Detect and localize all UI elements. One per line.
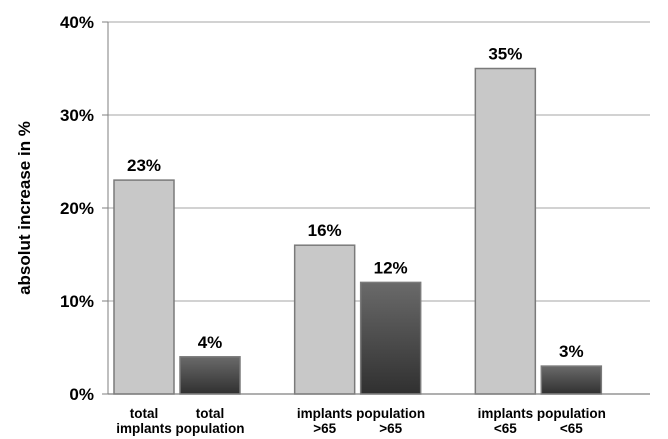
- bar-implants-<65: [475, 69, 535, 395]
- category-labels: totalimplantstotalpopulationimplants>65p…: [116, 406, 606, 436]
- category-label: population: [176, 421, 245, 436]
- category-label: >65: [313, 421, 336, 436]
- category-label: total: [196, 406, 225, 421]
- category-label: population: [356, 406, 425, 421]
- bar-total-population: [180, 357, 240, 394]
- y-axis-label: absolut increase in %: [15, 121, 34, 295]
- category-label: implants: [478, 406, 534, 421]
- bar-population-<65: [541, 366, 601, 394]
- bar-value-label: 23%: [127, 156, 161, 175]
- bar-value-label: 12%: [374, 258, 408, 277]
- category-label: population: [537, 406, 606, 421]
- category-label: >65: [379, 421, 402, 436]
- y-tick-label: 30%: [60, 106, 94, 125]
- bar-value-label: 3%: [559, 342, 584, 361]
- bar-implants->65: [295, 245, 355, 394]
- bar-population->65: [361, 282, 421, 394]
- category-label: <65: [494, 421, 517, 436]
- category-label: total: [130, 406, 159, 421]
- y-tick-label: 40%: [60, 13, 94, 32]
- y-tick-label: 0%: [69, 385, 94, 404]
- bar-value-label: 4%: [198, 333, 223, 352]
- bar-value-label: 16%: [308, 221, 342, 240]
- category-label: <65: [560, 421, 583, 436]
- category-label: implants: [297, 406, 353, 421]
- bars: [114, 69, 601, 395]
- bar-value-label: 35%: [488, 45, 522, 64]
- y-tick-label: 20%: [60, 199, 94, 218]
- bar-total-implants: [114, 180, 174, 394]
- y-axis-ticks: 0% 10% 20% 30% 40%: [60, 13, 108, 404]
- category-label: implants: [116, 421, 172, 436]
- y-tick-label: 10%: [60, 292, 94, 311]
